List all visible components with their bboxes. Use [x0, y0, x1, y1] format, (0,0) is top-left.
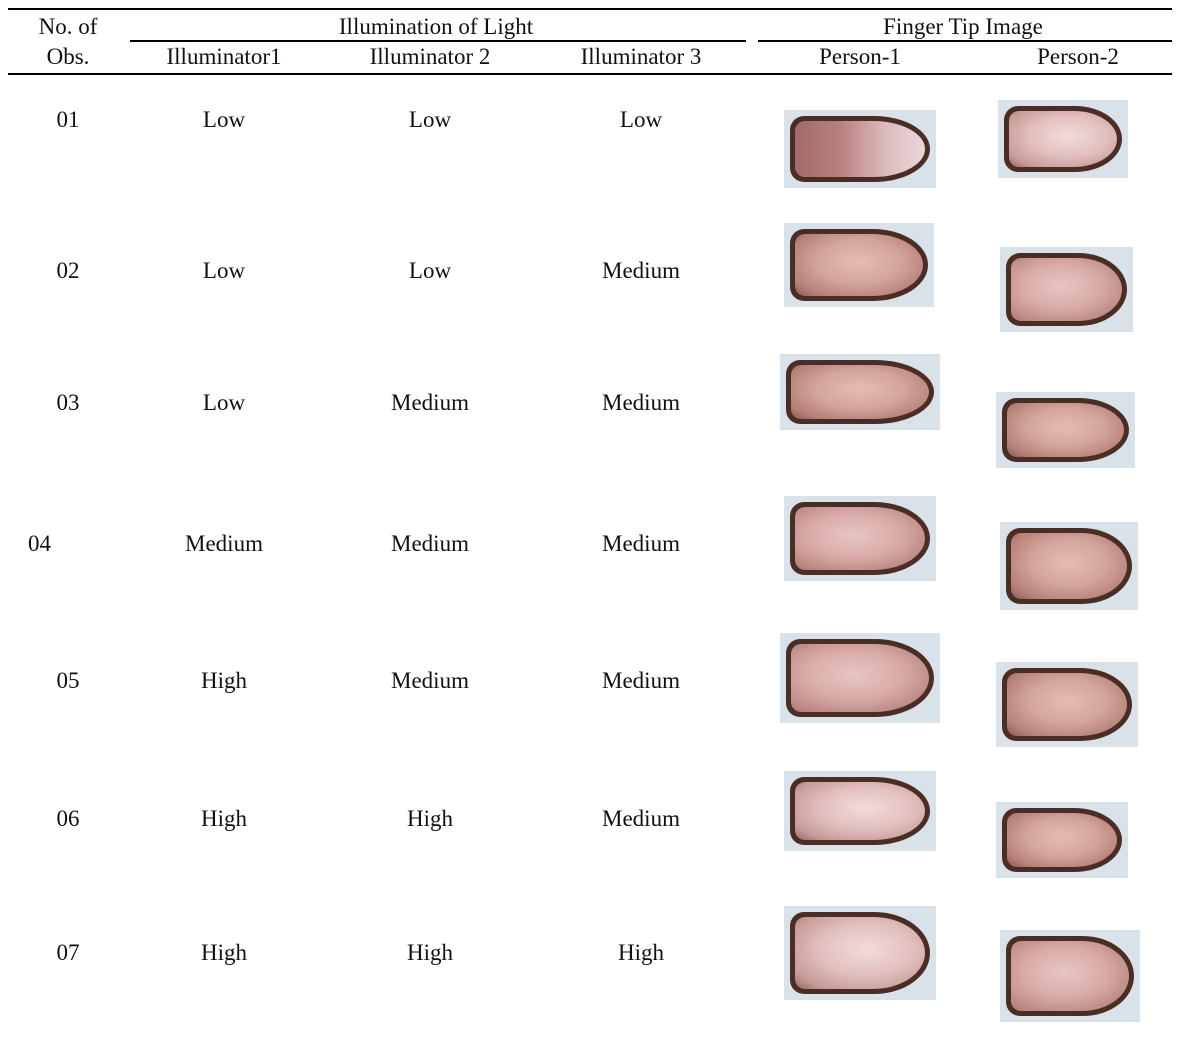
- row-illuminator3: High: [618, 940, 664, 965]
- illumination-group-rule: [130, 40, 746, 42]
- header-fingertip-group: Finger Tip Image: [883, 14, 1043, 39]
- person1-fingertip-image: [784, 496, 936, 581]
- person1-fingertip-image: [780, 633, 940, 723]
- header-no-of: No. of: [38, 14, 98, 39]
- row-illuminator2: Medium: [391, 531, 469, 556]
- row-illuminator2: High: [407, 806, 453, 831]
- row-illuminator1: High: [201, 806, 247, 831]
- person1-fingertip-image: [780, 354, 940, 430]
- header-bottom-rule: [8, 73, 1172, 75]
- person1-fingertip-image: [784, 906, 936, 1000]
- row-illuminator2: Medium: [391, 390, 469, 415]
- header-illuminator2: Illuminator 2: [369, 44, 491, 69]
- header-obs: Obs.: [46, 44, 90, 69]
- row-illuminator3: Medium: [602, 668, 680, 693]
- table-top-rule: [8, 8, 1172, 10]
- person1-fingertip-image: [784, 223, 934, 307]
- row-illuminator1: Low: [202, 258, 246, 283]
- row-illuminator2: Low: [408, 107, 452, 132]
- row-obs: 03: [56, 390, 80, 415]
- row-obs: 06: [56, 806, 80, 831]
- person2-fingertip-image: [1000, 930, 1140, 1022]
- row-obs: 07: [56, 940, 80, 965]
- header-illumination-group: Illumination of Light: [338, 14, 534, 39]
- header-person2: Person-2: [1037, 44, 1119, 69]
- header-illuminator1: Illuminator1: [166, 44, 282, 69]
- header-person1: Person-1: [819, 44, 901, 69]
- row-illuminator3: Medium: [602, 531, 680, 556]
- row-illuminator1: Low: [202, 390, 246, 415]
- row-obs: 01: [56, 107, 80, 132]
- row-illuminator2: High: [407, 940, 453, 965]
- row-illuminator3: Medium: [602, 390, 680, 415]
- person2-fingertip-image: [1000, 522, 1138, 610]
- person1-fingertip-image: [784, 771, 936, 851]
- person2-fingertip-image: [996, 802, 1128, 878]
- person2-fingertip-image: [996, 392, 1135, 468]
- row-obs: 04: [28, 531, 51, 556]
- row-illuminator3: Low: [619, 107, 663, 132]
- row-illuminator1: High: [201, 940, 247, 965]
- row-illuminator2: Medium: [391, 668, 469, 693]
- person2-fingertip-image: [1000, 247, 1133, 332]
- row-illuminator2: Low: [408, 258, 452, 283]
- row-obs: 05: [56, 668, 80, 693]
- row-illuminator1: Medium: [185, 531, 263, 556]
- person2-fingertip-image: [998, 100, 1128, 178]
- header-illuminator3: Illuminator 3: [580, 44, 702, 69]
- row-illuminator1: Low: [202, 107, 246, 132]
- row-illuminator1: High: [201, 668, 247, 693]
- row-illuminator3: Medium: [602, 258, 680, 283]
- person1-fingertip-image: [784, 110, 936, 188]
- fingertip-group-rule: [758, 40, 1172, 42]
- row-obs: 02: [56, 258, 80, 283]
- person2-fingertip-image: [996, 662, 1138, 747]
- row-illuminator3: Medium: [602, 806, 680, 831]
